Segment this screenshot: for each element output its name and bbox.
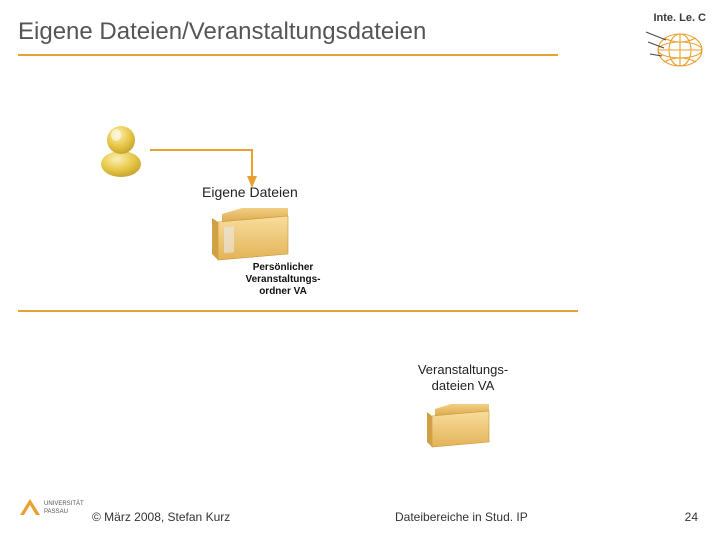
slide-title: Eigene Dateien/Veranstaltungsdateien [18,18,426,46]
user-icon [95,120,147,183]
title-underline [18,54,558,56]
svg-text:PASSAU: PASSAU [44,509,68,515]
folder-icon-veranst [425,400,497,457]
globe-icon [644,26,706,70]
top-logo-text: Inte. Le. C [644,12,706,24]
footer-center-text: Dateibereiche in Stud. IP [395,510,528,524]
veranst-line2: dateien VA [432,378,495,393]
top-right-logo: Inte. Le. C [644,12,706,70]
sublabel-line1: Persönlicher [253,262,314,273]
veranstaltungsdateien-label: Veranstaltungs- dateien VA [398,362,528,395]
veranst-line1: Veranstaltungs- [418,362,508,377]
eigene-dateien-label: Eigene Dateien [202,184,298,200]
personlicher-sublabel: Persönlicher Veranstaltungs- ordner VA [228,262,338,298]
svg-text:UNIVERSITÄT: UNIVERSITÄT [44,500,84,507]
content-divider [18,310,578,312]
footer-page-number: 24 [685,510,698,524]
footer-copyright: © März 2008, Stefan Kurz [92,510,230,524]
sublabel-line2: Veranstaltungs- [245,274,320,285]
university-logo: UNIVERSITÄT PASSAU [16,493,88,526]
folder-icon-eigene [210,204,298,271]
sublabel-line3: ordner VA [259,286,307,297]
